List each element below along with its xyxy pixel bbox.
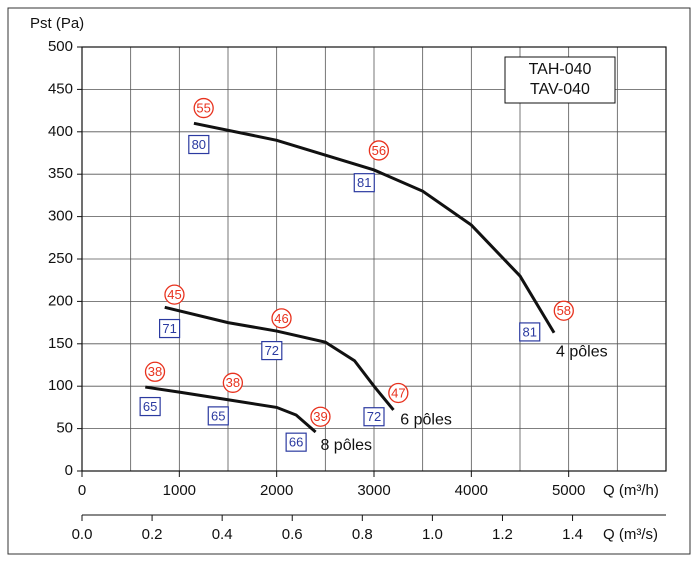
sound-level-circle <box>553 300 574 321</box>
legend-box <box>504 56 616 104</box>
power-box <box>261 340 283 361</box>
y-tick-label: 0 <box>65 462 73 479</box>
sound-level-circle <box>222 372 244 393</box>
x2-tick-label: 0.4 <box>212 526 233 543</box>
power-box <box>188 134 210 155</box>
sound-level: 46 <box>274 311 288 326</box>
power-box <box>159 318 181 339</box>
sound-level: 47 <box>391 385 405 400</box>
sound-level: 56 <box>372 143 386 158</box>
x-tick-label: 3000 <box>357 482 390 499</box>
power-box <box>519 322 541 342</box>
x2-tick-label: 0.6 <box>282 526 303 543</box>
y-tick-label: 100 <box>48 377 73 394</box>
sound-level-circle <box>310 406 331 427</box>
sound-level-circle <box>271 308 292 329</box>
y-tick-label: 300 <box>48 208 73 225</box>
sound-level: 45 <box>167 287 181 302</box>
sound-level: 58 <box>557 303 571 318</box>
sound-level-circle <box>164 284 185 305</box>
power-box <box>353 173 375 193</box>
x2-tick-label: 1.0 <box>422 526 443 543</box>
curve <box>164 305 395 411</box>
x2-tick-label: 1.2 <box>492 526 513 543</box>
power-level: 72 <box>367 409 381 424</box>
curve-label: 6 pôles <box>400 411 452 428</box>
power-level: 81 <box>522 324 536 339</box>
curve-label: 4 pôles <box>556 343 608 360</box>
power-level: 81 <box>357 175 371 190</box>
y-tick-label: 150 <box>48 335 73 352</box>
power-box <box>207 406 229 426</box>
y-tick-label: 50 <box>56 420 73 437</box>
y-tick-label: 350 <box>48 165 73 182</box>
sound-level-circle <box>388 382 409 404</box>
sound-level-circle <box>368 140 390 161</box>
power-level: 66 <box>289 435 303 450</box>
legend-text: TAH-040 <box>529 61 592 78</box>
y-tick-label: 400 <box>48 123 73 140</box>
x2-tick-label: 0.8 <box>352 526 373 543</box>
x2-tick-label: 0.0 <box>72 526 93 543</box>
power-level: 71 <box>162 321 176 336</box>
x-tick-label: 1000 <box>163 482 196 499</box>
frame <box>7 7 691 555</box>
power-box <box>363 407 385 427</box>
sound-level: 39 <box>313 409 327 424</box>
x2-tick-label: 0.2 <box>142 526 163 543</box>
x-tick-label: 2000 <box>260 482 293 499</box>
power-box <box>285 432 307 452</box>
sound-level: 38 <box>148 364 162 379</box>
sound-level-circle <box>193 97 214 119</box>
power-level: 72 <box>265 343 279 358</box>
power-level: 65 <box>143 399 157 414</box>
sound-level: 55 <box>196 100 210 115</box>
x2-axis-label: Q (m³/s) <box>603 526 658 543</box>
sound-level: 38 <box>226 375 240 390</box>
x-axis-label: Q (m³/h) <box>603 482 659 499</box>
y-axis-label: Pst (Pa) <box>30 15 84 32</box>
power-level: 80 <box>192 137 206 152</box>
power-level: 65 <box>211 408 225 423</box>
curve-label: 8 pôles <box>320 437 372 454</box>
y-tick-label: 500 <box>48 38 73 55</box>
y-tick-label: 200 <box>48 292 73 309</box>
sound-level-circle <box>144 361 166 382</box>
y-tick-label: 250 <box>48 250 73 267</box>
x2-tick-label: 1.4 <box>562 526 583 543</box>
curve <box>145 385 317 434</box>
x-tick-label: 5000 <box>552 482 585 499</box>
curve <box>193 121 556 334</box>
power-box <box>139 396 161 417</box>
y-tick-label: 450 <box>48 80 73 97</box>
x-tick-label: 0 <box>78 482 86 499</box>
x-tick-label: 4000 <box>455 482 488 499</box>
legend-text: TAV-040 <box>530 81 590 98</box>
